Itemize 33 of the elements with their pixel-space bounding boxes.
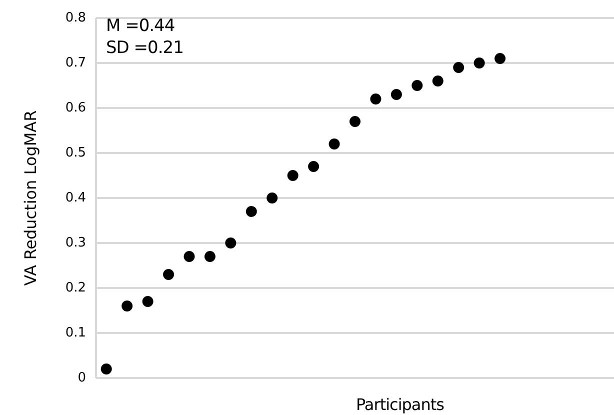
point (328, 138, 340, 150)
point (287, 170, 298, 181)
point (122, 300, 133, 312)
point (390, 89, 402, 100)
y-tick-label: 0.6 (65, 100, 86, 116)
point (474, 58, 485, 68)
y-axis-title: VA Reduction LogMAR (21, 110, 40, 286)
point (225, 238, 236, 248)
point (163, 269, 174, 280)
point (453, 62, 464, 73)
point (350, 116, 360, 127)
point (308, 161, 320, 172)
point (204, 251, 216, 262)
point (266, 192, 278, 204)
point (370, 94, 382, 104)
point (432, 76, 444, 86)
y-tick-label: 0.2 (65, 280, 86, 296)
y-tick-label: 0.7 (65, 56, 86, 71)
point (142, 296, 154, 307)
point (184, 251, 195, 262)
y-tick-label: 0.5 (65, 146, 86, 161)
y-tick-label: 0.3 (65, 236, 86, 251)
y-tick-label: 0.1 (65, 326, 86, 341)
point (100, 364, 112, 374)
point (246, 206, 257, 217)
annotation: M =0.44 (106, 16, 175, 36)
annotation: SD =0.21 (106, 38, 184, 58)
y-tick-label: 0 (78, 370, 86, 386)
point (412, 80, 423, 91)
y-tick-label: 0.8 (65, 10, 86, 26)
x-axis-title: Participants (356, 395, 444, 414)
point (494, 53, 506, 64)
y-tick-label: 0.4 (65, 190, 86, 206)
